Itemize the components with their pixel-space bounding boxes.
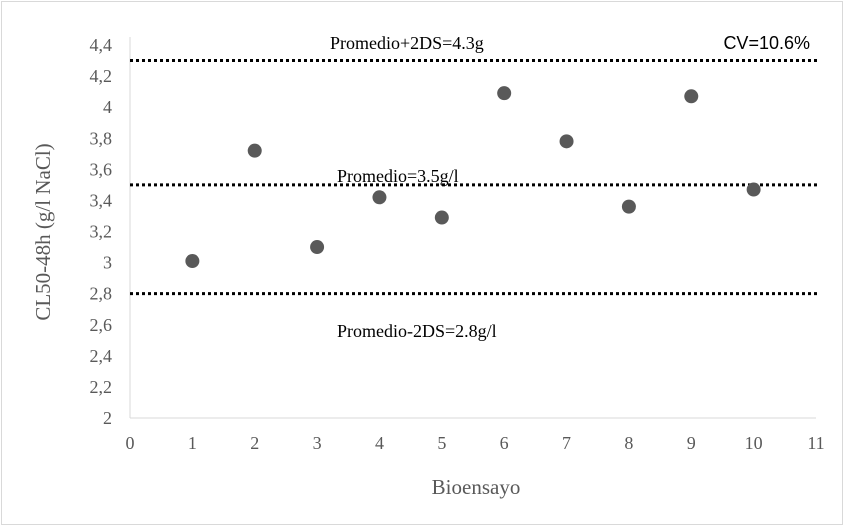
- y-tick-label: 4,2: [90, 66, 113, 86]
- reference-lines: [130, 59, 820, 296]
- data-point: [185, 254, 200, 269]
- data-point: [559, 134, 574, 149]
- y-tick-label: 4: [103, 97, 112, 117]
- y-tick-label: 2,2: [90, 377, 113, 397]
- x-tick-label: 7: [562, 433, 571, 453]
- cv-label: CV=10.6%: [723, 33, 810, 53]
- x-tick-label: 6: [500, 433, 509, 453]
- x-tick-label: 11: [807, 433, 824, 453]
- lower-limit-label: Promedio-2DS=2.8g/l: [337, 321, 497, 341]
- y-tick-label: 2,6: [90, 315, 113, 335]
- data-point: [684, 89, 699, 104]
- x-tick-label: 0: [126, 433, 135, 453]
- data-point: [746, 182, 761, 197]
- y-axis-title: CL50-48h (g/l NaCl): [31, 143, 55, 320]
- x-tick-label: 2: [250, 433, 259, 453]
- x-axis-title: Bioensayo: [432, 475, 521, 499]
- data-point: [372, 190, 387, 205]
- y-axis-ticks: 2 2,2 2,4 2,6 2,8 3 3,2 3,4 3,6 3,8 4 4,2 4,4: [90, 35, 113, 428]
- y-tick-label: 2: [103, 408, 112, 428]
- y-tick-label: 2,8: [90, 284, 113, 304]
- y-tick-label: 3,8: [90, 128, 113, 148]
- x-axis-ticks: 0 1 2 3 4 5 6 7 8 9 10 11: [126, 433, 825, 453]
- x-tick-label: 10: [745, 433, 763, 453]
- data-point: [621, 199, 636, 214]
- y-tick-label: 4,4: [90, 35, 113, 55]
- y-tick-label: 3,4: [90, 190, 113, 210]
- data-point: [434, 210, 449, 225]
- x-tick-label: 4: [375, 433, 384, 453]
- x-tick-label: 3: [313, 433, 322, 453]
- x-tick-label: 9: [687, 433, 696, 453]
- y-tick-label: 2,4: [90, 346, 113, 366]
- x-tick-label: 5: [437, 433, 446, 453]
- y-tick-label: 3,6: [90, 159, 113, 179]
- data-point: [497, 86, 512, 101]
- data-points: [185, 86, 761, 269]
- data-point: [247, 143, 262, 158]
- upper-limit-label: Promedio+2DS=4.3g: [330, 33, 484, 53]
- x-tick-label: 8: [624, 433, 633, 453]
- x-tick-label: 1: [188, 433, 197, 453]
- y-tick-label: 3: [103, 253, 112, 273]
- mean-label: Promedio=3.5g/l: [337, 166, 459, 186]
- y-tick-label: 3,2: [90, 222, 113, 242]
- data-point: [310, 240, 325, 255]
